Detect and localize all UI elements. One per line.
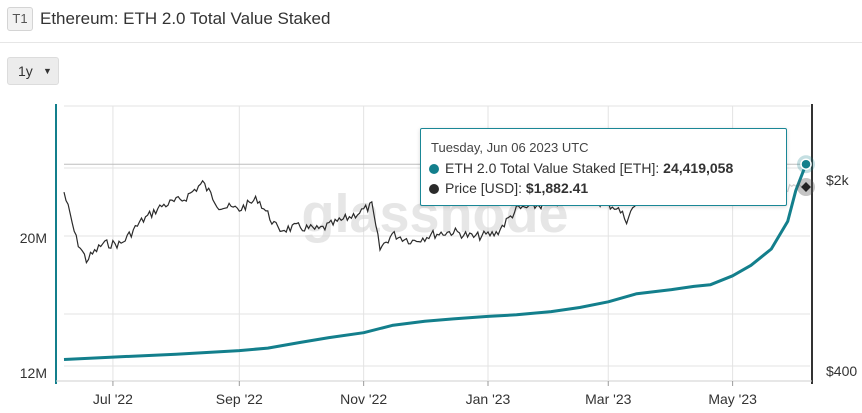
right-axis-label: $400 [826, 363, 857, 379]
series-dot-icon [429, 164, 439, 174]
x-tick-label: May '23 [708, 391, 757, 407]
chevron-down-icon: ▼ [43, 66, 52, 76]
chart-badge: T1 [7, 7, 33, 31]
x-tick-label: Jul '22 [93, 391, 133, 407]
tooltip-row-price: Price [USD]: $1,882.41 [429, 180, 588, 196]
chart-title: Ethereum: ETH 2.0 Total Value Staked [40, 9, 331, 28]
tooltip-date: Tuesday, Jun 06 2023 UTC [431, 140, 589, 155]
tooltip-row-staked: ETH 2.0 Total Value Staked [ETH]: 24,419… [429, 160, 733, 176]
left-axis-label: 12M [20, 365, 47, 381]
x-tick-label: Sep '22 [216, 391, 263, 407]
tooltip-series-name: ETH 2.0 Total Value Staked [ETH] [445, 160, 656, 176]
chart-header: T1 Ethereum: ETH 2.0 Total Value Staked [0, 0, 862, 43]
right-axis-label: $2k [826, 172, 850, 188]
tooltip-value: $1,882.41 [525, 180, 589, 196]
left-axis-label: 20M [20, 230, 47, 246]
range-selector[interactable]: 1y ▼ [7, 57, 59, 85]
x-tick-label: Nov '22 [340, 391, 387, 407]
x-tick-label: Mar '23 [585, 391, 631, 407]
staked-line [63, 163, 808, 361]
tooltip-value: 24,419,058 [663, 160, 734, 176]
tooltip: Tuesday, Jun 06 2023 UTC ETH 2.0 Total V… [420, 128, 787, 206]
x-tick-label: Jan '23 [466, 391, 511, 407]
range-selector-label: 1y [18, 63, 33, 79]
series-dot-icon [429, 184, 439, 194]
staked-marker[interactable] [800, 158, 812, 170]
price-marker[interactable] [801, 182, 811, 192]
tooltip-series-name: Price [USD] [445, 180, 519, 196]
